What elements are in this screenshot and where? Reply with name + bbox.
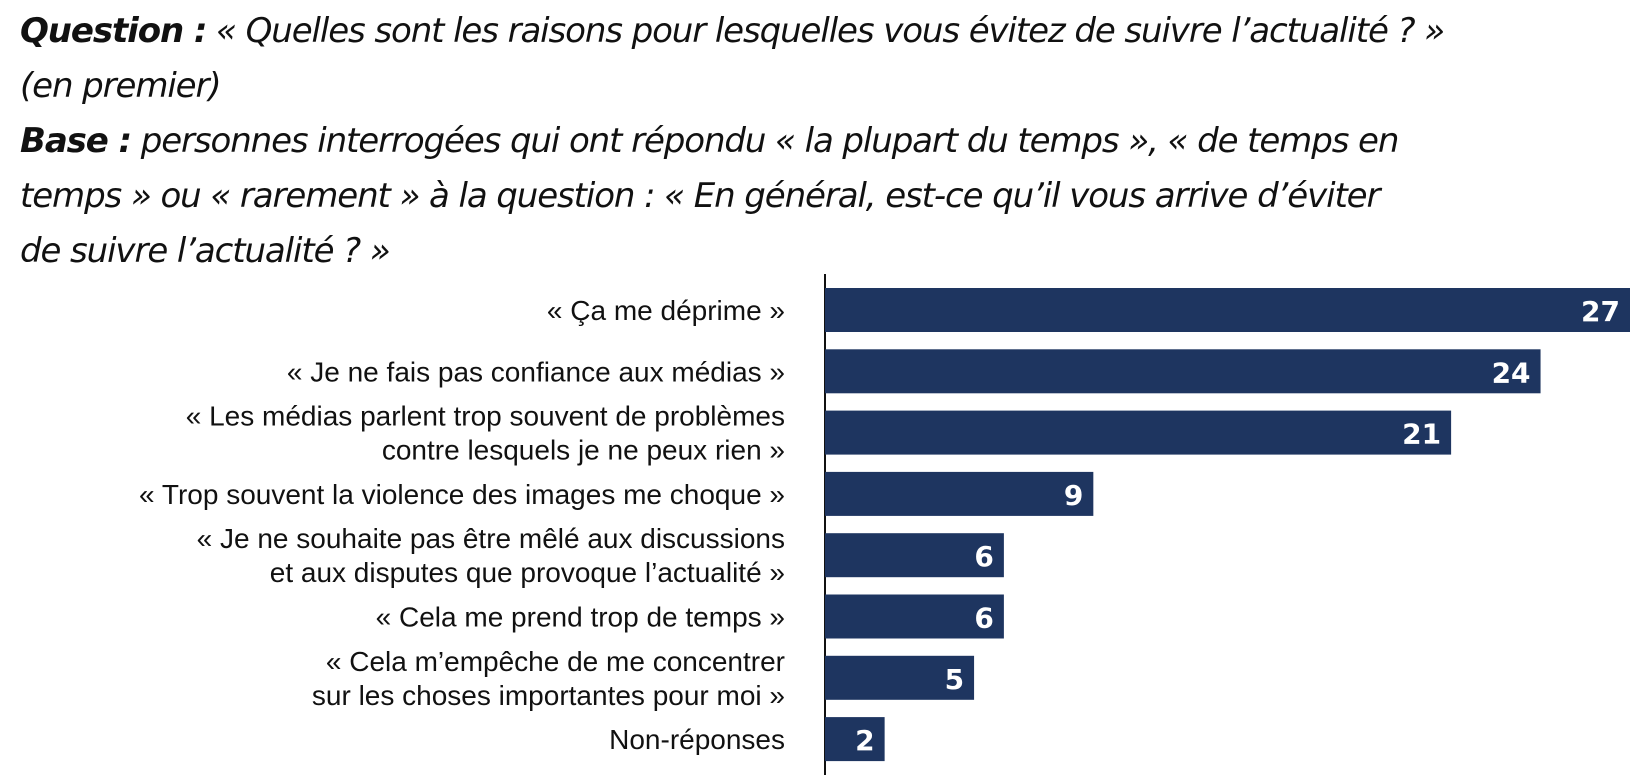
- question-text-2: (en premier): [20, 66, 222, 106]
- category-label: « Trop souvent la violence des images me…: [139, 479, 785, 510]
- bar-value-label: 6: [974, 602, 993, 635]
- bar-value-label: 5: [945, 663, 964, 696]
- question-label: Question :: [20, 11, 207, 51]
- base-label: Base :: [20, 121, 132, 161]
- base-text-2: temps » ou « rarement » à la question : …: [20, 176, 1380, 216]
- bar-value-label: 21: [1402, 418, 1441, 451]
- bar: [825, 655, 975, 700]
- bar: [825, 594, 1004, 639]
- base-line-1: Base : personnes interrogées qui ont rép…: [20, 114, 1620, 169]
- bar: [825, 717, 885, 762]
- base-line-3: de suivre l’actualité ? »: [20, 224, 1620, 279]
- bar-value-label: 6: [974, 540, 993, 573]
- category-label: « Les médias parlent trop souvent de pro…: [186, 401, 785, 432]
- question-line-1: Question : « Quelles sont les raisons po…: [20, 4, 1620, 59]
- category-label: « Cela m’empêche de me concentrer: [326, 646, 785, 677]
- bar: [825, 410, 1452, 455]
- chart-intro: Question : « Quelles sont les raisons po…: [20, 4, 1620, 279]
- category-label: « Je ne fais pas confiance aux médias »: [287, 356, 785, 387]
- bar: [825, 349, 1541, 394]
- category-label: sur les choses importantes pour moi »: [312, 680, 785, 711]
- bar: [825, 288, 1630, 332]
- question-text-1: « Quelles sont les raisons pour lesquell…: [216, 11, 1445, 51]
- category-label: « Ça me déprime »: [547, 295, 785, 326]
- category-label: Non-réponses: [609, 724, 785, 755]
- category-label: « Je ne souhaite pas être mêlé aux discu…: [197, 523, 785, 554]
- bar-value-label: 9: [1064, 479, 1083, 512]
- base-text-1: personnes interrogées qui ont répondu « …: [140, 121, 1400, 161]
- category-label: contre lesquels je ne peux rien »: [382, 435, 785, 466]
- bar: [825, 471, 1094, 516]
- bar: [825, 533, 1004, 578]
- category-label: « Cela me prend trop de temps »: [376, 602, 785, 633]
- category-label: et aux disputes que provoque l’actualité…: [270, 557, 785, 588]
- question-line-2: (en premier): [20, 59, 1620, 114]
- bar-value-label: 2: [855, 724, 874, 757]
- bar-value-label: 24: [1492, 356, 1531, 389]
- base-line-2: temps » ou « rarement » à la question : …: [20, 169, 1620, 224]
- base-text-3: de suivre l’actualité ? »: [20, 231, 391, 271]
- bar-value-label: 27: [1581, 295, 1620, 328]
